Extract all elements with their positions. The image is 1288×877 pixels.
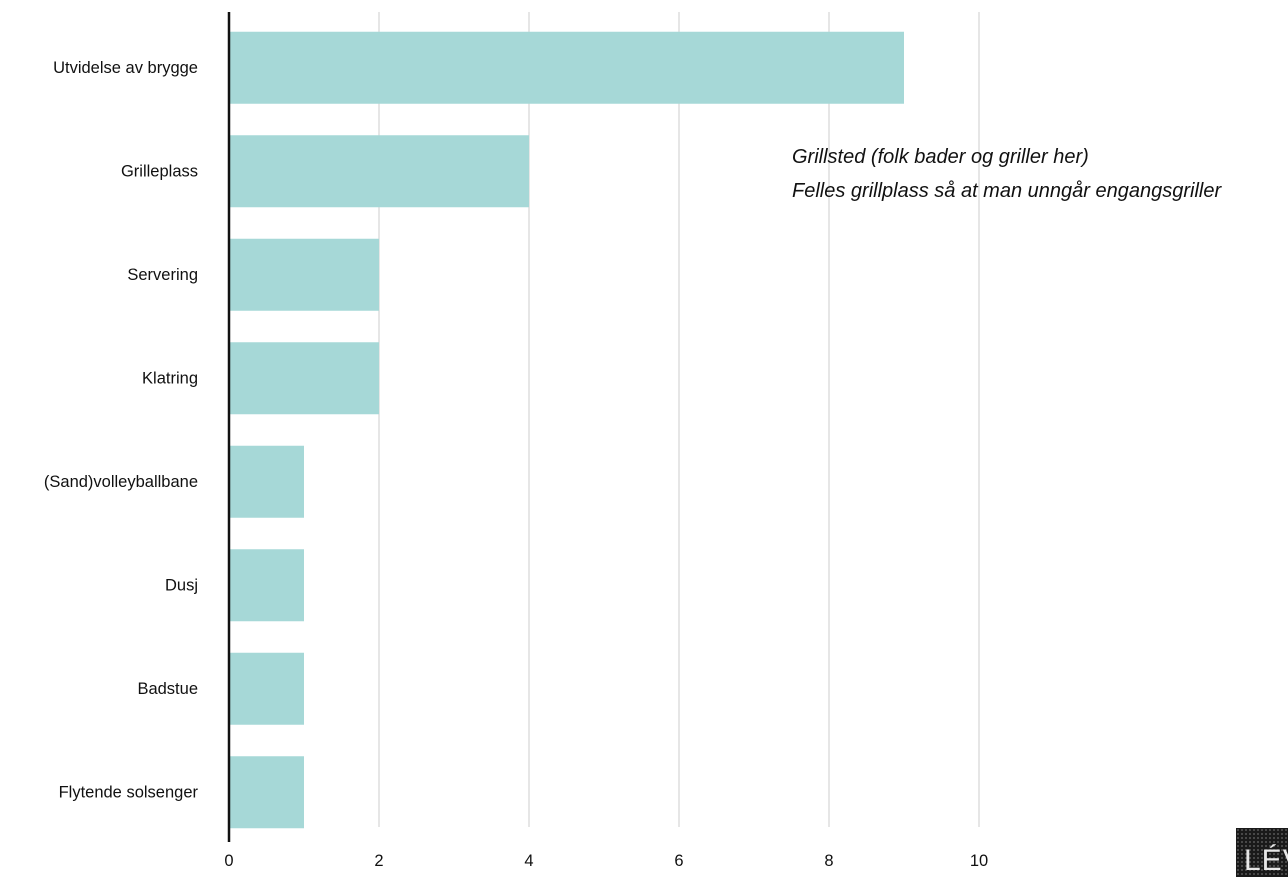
x-tick-label: 10 xyxy=(970,852,988,870)
category-label: Servering xyxy=(127,266,198,284)
gridlines xyxy=(378,12,980,827)
category-label: Badstue xyxy=(137,680,198,698)
x-tick-label: 6 xyxy=(674,852,683,870)
x-tick-label: 4 xyxy=(524,852,533,870)
bar xyxy=(229,238,379,311)
category-label: Klatring xyxy=(142,369,198,387)
category-label: Dusj xyxy=(165,576,198,594)
bar xyxy=(229,135,529,208)
bar xyxy=(229,756,304,829)
logo-text: LÉV xyxy=(1244,844,1288,877)
x-tick-label: 2 xyxy=(374,852,383,870)
x-tick-label: 8 xyxy=(824,852,833,870)
bar xyxy=(229,445,304,518)
category-label: Utvidelse av brygge xyxy=(53,59,198,77)
bar xyxy=(229,652,304,725)
logo-texture xyxy=(1236,828,1288,877)
bar xyxy=(229,549,304,622)
bars xyxy=(229,31,904,829)
category-label: Flytende solsenger xyxy=(59,783,199,801)
bar-annotation: Grillsted (folk bader og griller her) Fe… xyxy=(792,140,1221,208)
bar xyxy=(229,31,904,104)
tick-labels: 0 2 4 6 8 10 xyxy=(224,852,988,870)
x-tick-label: 0 xyxy=(224,852,233,870)
annotation-line-2: Felles grillplass så at man unngår engan… xyxy=(792,180,1222,202)
brand-logo: LÉV xyxy=(1236,828,1288,877)
bar xyxy=(229,342,379,415)
category-labels: Utvidelse av brygge Grilleplass Servering K… xyxy=(44,59,199,802)
category-label: Grilleplass xyxy=(121,162,198,180)
category-label: (Sand)volleyballbane xyxy=(44,473,198,491)
annotation-line-1: Grillsted (folk bader og griller her) xyxy=(792,146,1089,168)
